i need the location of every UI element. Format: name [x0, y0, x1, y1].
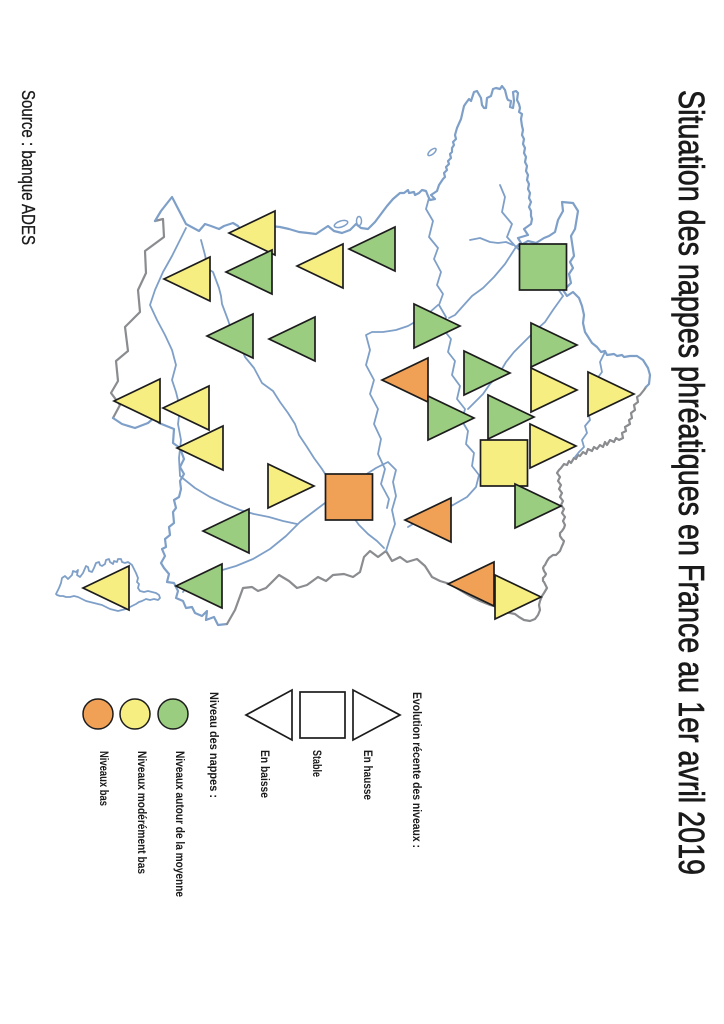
- svg-text:Evolution récente des niveaux: Evolution récente des niveaux :: [410, 692, 424, 848]
- svg-text:Niveaux autour de la moyenne: Niveaux autour de la moyenne: [173, 751, 187, 897]
- svg-text:En baisse: En baisse: [258, 750, 272, 798]
- svg-text:En hausse: En hausse: [361, 750, 375, 800]
- svg-text:Niveaux modérément bas: Niveaux modérément bas: [135, 751, 149, 874]
- svg-text:Stable: Stable: [310, 750, 324, 777]
- svg-text:Source : banque ADES: Source : banque ADES: [18, 90, 38, 245]
- svg-text:Niveaux bas: Niveaux bas: [97, 751, 111, 806]
- svg-text:Situation des nappes phréatiqu: Situation des nappes phréatiques en Fran…: [671, 90, 712, 875]
- svg-text:Niveau des nappes :: Niveau des nappes :: [207, 692, 221, 798]
